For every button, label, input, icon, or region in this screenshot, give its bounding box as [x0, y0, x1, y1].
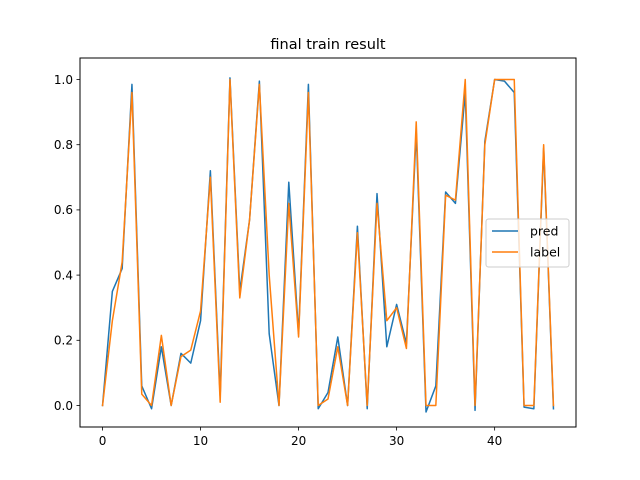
- x-axis: 0 10 20 30 40: [99, 427, 502, 448]
- plot-frame: [79, 57, 577, 428]
- chart-title: final train result: [270, 37, 386, 53]
- y-tick-label: 0.8: [54, 138, 73, 152]
- y-tick-label: 0.4: [54, 268, 73, 282]
- x-tick-label: 30: [389, 434, 404, 448]
- x-tick-label: 10: [193, 434, 208, 448]
- legend: pred label: [485, 218, 570, 268]
- y-tick-label: 0.2: [54, 334, 73, 348]
- x-tick-label: 0: [99, 434, 107, 448]
- y-axis: 0.0 0.2 0.4 0.6 0.8 1.0: [54, 73, 80, 413]
- legend-label-label: label: [530, 245, 560, 260]
- y-tick-label: 1.0: [54, 73, 73, 87]
- y-tick-label: 0.0: [54, 399, 73, 413]
- legend-label-pred: pred: [530, 224, 558, 239]
- y-tick-label: 0.6: [54, 203, 73, 217]
- plot-lines: [101, 77, 555, 413]
- series-line-label: [101, 78, 555, 407]
- x-tick-label: 40: [487, 434, 502, 448]
- x-tick-label: 20: [291, 434, 306, 448]
